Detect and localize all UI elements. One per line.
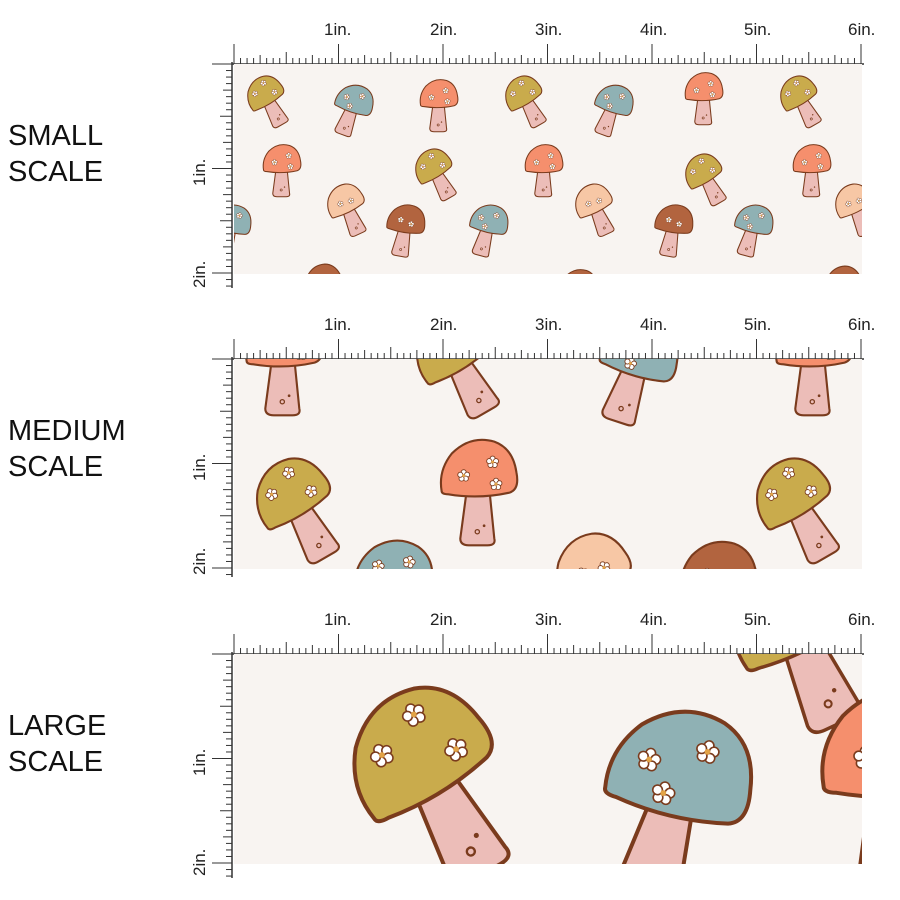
mushroom-icon — [678, 148, 737, 212]
mushroom-icon — [263, 145, 301, 197]
mushroom-icon — [525, 145, 563, 197]
ruler-mark-2in: 2in. — [430, 315, 458, 334]
mushroom-icon — [681, 542, 757, 569]
ruler-left-ticks — [212, 357, 233, 577]
ruler-side-mark-2in: 2in. — [190, 260, 209, 288]
label-medium-scale: MEDIUM SCALE — [8, 413, 126, 485]
mushroom-icon — [321, 178, 377, 241]
row-large-scale: LARGE SCALE 1in. 2in. 3in. 4in. 5in. 6in… — [0, 590, 900, 890]
mushroom-icon — [325, 79, 378, 141]
ruler-mark-1in: 1in. — [324, 315, 352, 334]
label-small-scale: SMALL SCALE — [8, 118, 103, 190]
mushroom-pattern-small — [234, 64, 862, 274]
mushroom-icon — [569, 178, 625, 241]
ruler-side-mark-2in: 2in. — [190, 848, 209, 876]
ruler-mark-2in: 2in. — [430, 20, 458, 39]
mushroom-icon — [498, 70, 557, 134]
row-medium-scale: MEDIUM SCALE 1in. 2in. 3in. 4in. 5in. 6i… — [0, 295, 900, 585]
ruler-side-mark-2in: 2in. — [190, 547, 209, 575]
mushroom-icon — [650, 202, 696, 260]
label-line-2: SCALE — [8, 746, 104, 778]
mushroom-icon — [685, 73, 723, 125]
mushroom-icon — [582, 359, 687, 434]
mushroom-icon — [340, 531, 441, 569]
ruler-side-mark-1in: 1in. — [190, 453, 209, 481]
mushroom-icon — [420, 80, 458, 132]
ruler-mark-4in: 4in. — [640, 315, 668, 334]
label-line-1: SMALL — [8, 120, 104, 152]
mushroom-pattern-large — [234, 654, 862, 864]
ruler-mark-3in: 3in. — [535, 20, 563, 39]
mushroom-icon — [773, 70, 832, 134]
mushroom-icon — [241, 446, 360, 569]
mushroom-icon — [240, 70, 299, 134]
ruler-mark-1in: 1in. — [324, 610, 352, 629]
mushroom-pattern-medium — [234, 359, 862, 569]
mushroom-icon — [727, 200, 777, 260]
mushroom-icon — [401, 359, 520, 430]
mushroom-icon — [300, 259, 353, 274]
mushroom-icon — [585, 79, 638, 141]
ruler-mark-4in: 4in. — [640, 20, 668, 39]
mushroom-icon — [234, 200, 255, 260]
mushroom-icon — [560, 270, 598, 274]
mushroom-icon — [577, 694, 767, 864]
label-line-1: MEDIUM — [8, 415, 126, 447]
ruler-mark-2in: 2in. — [430, 610, 458, 629]
ruler-left: 1in. 2in. — [190, 652, 234, 878]
ruler-mark-6in: 6in. — [848, 610, 876, 629]
mushroom-icon — [543, 522, 657, 569]
ruler-mark-3in: 3in. — [535, 610, 563, 629]
mushroom-icon — [776, 359, 852, 415]
ruler-side-mark-1in: 1in. — [190, 748, 209, 776]
mushroom-icon — [829, 178, 862, 241]
mushroom-icon — [246, 359, 322, 415]
ruler-mark-1in: 1in. — [324, 20, 352, 39]
ruler-mark-4in: 4in. — [640, 610, 668, 629]
mushroom-icon — [820, 261, 862, 274]
fabric-swatch-small — [234, 64, 862, 274]
ruler-top: 1in. 2in. 3in. 4in. 5in. 6in. — [232, 20, 875, 66]
mushroom-icon — [382, 202, 428, 260]
ruler-mark-5in: 5in. — [744, 315, 772, 334]
mushroom-icon — [741, 446, 860, 569]
ruler-left: 1in. 2in. — [190, 357, 234, 577]
mushroom-icon — [462, 200, 512, 260]
ruler-left-ticks — [212, 62, 233, 288]
mushroom-icon — [325, 664, 549, 864]
fabric-swatch-large — [234, 654, 862, 864]
fabric-swatch-medium — [234, 359, 862, 569]
label-line-2: SCALE — [8, 156, 104, 188]
label-line-1: LARGE — [8, 710, 107, 742]
ruler-mark-6in: 6in. — [848, 20, 876, 39]
ruler-side-mark-1in: 1in. — [190, 158, 209, 186]
ruler-mark-5in: 5in. — [744, 20, 772, 39]
row-small-scale: SMALL SCALE 1in. 2in. 3in. 4in. 5in. 6in… — [0, 0, 900, 290]
mushroom-icon — [408, 143, 467, 207]
label-line-2: SCALE — [8, 451, 104, 483]
ruler-mark-3in: 3in. — [535, 315, 563, 334]
label-large-scale: LARGE SCALE — [8, 708, 106, 780]
ruler-left-ticks — [212, 652, 233, 878]
mushroom-icon — [441, 440, 517, 546]
mushroom-icon — [793, 145, 831, 197]
ruler-top: 1in. 2in. 3in. 4in. 5in. 6in. — [232, 610, 875, 656]
ruler-mark-6in: 6in. — [848, 315, 876, 334]
ruler-left: 1in. 2in. — [190, 62, 234, 288]
ruler-top: 1in. 2in. 3in. 4in. 5in. 6in. — [232, 315, 875, 361]
ruler-mark-5in: 5in. — [744, 610, 772, 629]
